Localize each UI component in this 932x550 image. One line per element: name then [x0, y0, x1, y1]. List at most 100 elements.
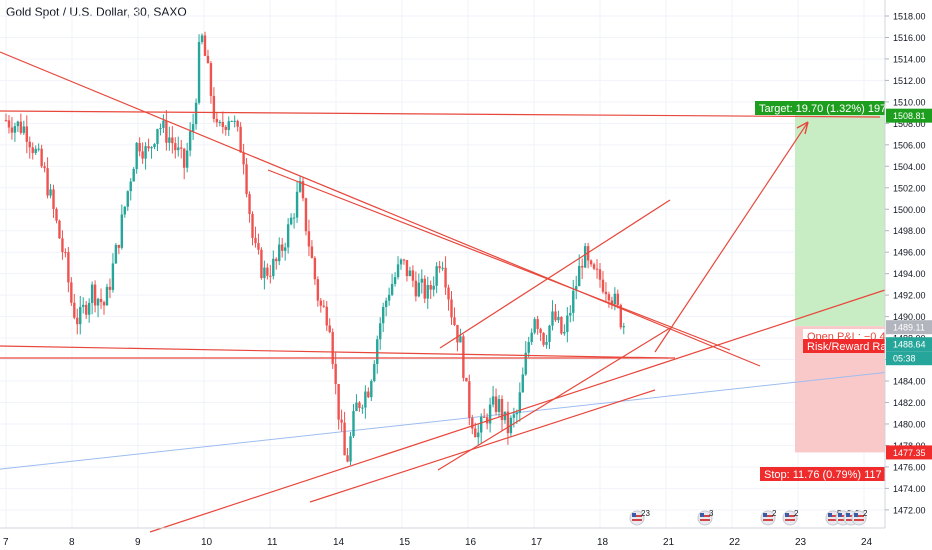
candle [141, 142, 144, 164]
candle [521, 367, 524, 393]
candle [263, 260, 266, 290]
candle [370, 379, 373, 402]
target-label[interactable]: Target: 19.70 (1.32%) 197 [755, 101, 886, 115]
candle [76, 308, 79, 335]
candle [530, 328, 533, 345]
candle [135, 141, 138, 174]
candle [236, 119, 239, 132]
candle [99, 288, 103, 310]
candle [16, 120, 20, 133]
candle [346, 447, 349, 463]
countdown-tag: 05:38 [886, 351, 932, 366]
candle [417, 273, 421, 298]
candle [441, 261, 444, 272]
candle [120, 204, 124, 250]
time-tick-label: 10 [201, 537, 213, 548]
time-tick-label: 21 [663, 537, 675, 548]
candle [7, 115, 11, 134]
trend-lines[interactable] [0, 51, 886, 533]
candle [331, 328, 334, 370]
stop-price-tag: 1477.35 [886, 445, 932, 460]
candle [482, 408, 486, 418]
candle [471, 414, 474, 435]
price-tick-label: 1480.00 [893, 419, 926, 429]
candle [310, 240, 314, 259]
candle [123, 206, 126, 218]
candle [488, 397, 492, 433]
candle [153, 143, 156, 150]
blue-trend-line[interactable] [0, 371, 886, 470]
event-markers[interactable]: 233225322 [629, 509, 868, 526]
us-flag-icon[interactable]: 2 [851, 509, 868, 526]
trend-line[interactable] [149, 289, 886, 533]
candle [34, 145, 37, 155]
price-tick-label: 1500.00 [893, 205, 926, 215]
candle [601, 271, 605, 294]
candle [328, 318, 331, 334]
candle [200, 33, 204, 45]
time-tick-label: 7 [3, 537, 9, 548]
candle [468, 374, 471, 426]
target-zone[interactable] [795, 114, 885, 327]
candle [281, 237, 284, 258]
candle [70, 277, 73, 306]
candle [304, 197, 308, 236]
candle [93, 280, 97, 313]
candle [90, 281, 94, 315]
price-tick-label: 1506.00 [893, 140, 926, 150]
us-flag-icon[interactable]: 3 [697, 509, 714, 526]
event-count: 2 [794, 509, 799, 518]
candle [432, 276, 435, 297]
candle [373, 360, 376, 383]
trend-line[interactable] [0, 110, 881, 118]
stop-label[interactable]: Stop: 11.76 (0.79%) 117 [760, 467, 885, 481]
candle [393, 272, 397, 287]
candle [364, 385, 367, 419]
candle [180, 139, 183, 159]
us-flag-icon[interactable]: 2 [782, 509, 799, 526]
trend-line[interactable] [0, 345, 669, 359]
candle [379, 317, 382, 350]
trend-line[interactable] [0, 51, 761, 367]
price-axis[interactable]: 1518.00 1516.00 1514.00 1512.00 1510.00 1508.… [884, 0, 932, 550]
us-flag-icon[interactable]: 23 [629, 509, 650, 526]
trend-line[interactable] [309, 389, 656, 503]
us-flag-icon[interactable]: 2 [760, 509, 777, 526]
entry-price-tag-text: 1489.11 [893, 323, 925, 333]
candle [586, 242, 590, 269]
candle [269, 264, 272, 284]
candle [589, 259, 593, 267]
time-axis[interactable]: 7 8 9 10 11 14 15 16 17 18 21 22 23 24 [0, 527, 885, 548]
candle [289, 213, 293, 226]
time-tick-label: 22 [729, 537, 741, 548]
trend-line[interactable] [439, 199, 671, 349]
trend-line[interactable] [267, 169, 731, 351]
candle [494, 388, 498, 416]
candle [292, 213, 296, 229]
candle [414, 271, 418, 302]
candle [275, 257, 278, 270]
trend-line[interactable] [654, 121, 809, 353]
candle [25, 115, 28, 154]
candle [10, 117, 14, 140]
candle [319, 298, 323, 313]
candle [28, 136, 31, 159]
candle [260, 247, 263, 280]
candle [245, 158, 248, 198]
candle [548, 324, 551, 350]
candle [126, 190, 129, 211]
candle [174, 137, 177, 159]
candle [138, 137, 141, 157]
candle [301, 177, 305, 202]
candle [583, 243, 587, 269]
candle [67, 247, 70, 293]
target-price-tag-text: 1508.81 [893, 111, 926, 121]
event-count: 23 [641, 509, 650, 518]
candle [307, 219, 311, 257]
candle [159, 123, 162, 136]
risk-reward-label[interactable]: Risk/Reward Ra [803, 339, 887, 353]
candle [572, 279, 575, 322]
price-tick-label: 1496.00 [893, 248, 926, 258]
candle [420, 269, 423, 294]
